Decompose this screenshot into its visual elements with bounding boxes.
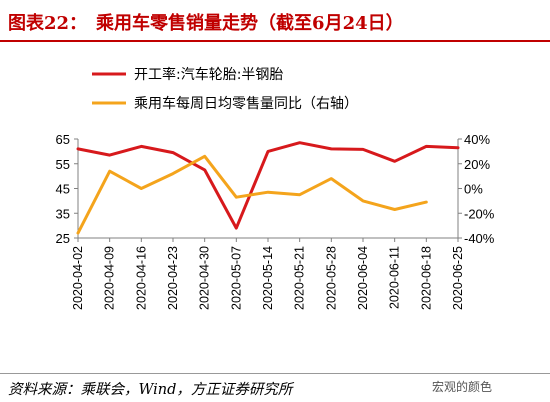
x-tick-label: 2020-05-07 — [229, 246, 243, 310]
y-right-tick-label: 0% — [464, 182, 483, 197]
x-tick-label: 2020-04-09 — [103, 246, 117, 310]
y-right-tick-label: -40% — [464, 231, 495, 246]
x-tick-label: 2020-04-16 — [134, 246, 148, 310]
y-left-tick-label: 25 — [56, 231, 70, 246]
x-tick-label: 2020-06-04 — [356, 246, 370, 310]
watermark: 宏观的颜色 — [432, 378, 492, 395]
x-tick-label: 2020-05-14 — [261, 246, 275, 310]
x-tick-label: 2020-06-18 — [419, 246, 433, 310]
y-right-tick-label: 20% — [464, 157, 490, 172]
y-left-tick-label: 65 — [56, 132, 70, 147]
footer: 资料来源：乘联会，Wind，方正证券研究所 宏观的颜色 — [0, 373, 550, 402]
x-tick-label: 2020-04-30 — [198, 246, 212, 310]
series-layer — [78, 143, 458, 233]
x-tick-label: 2020-04-23 — [166, 246, 180, 310]
y-left-tick-label: 45 — [56, 182, 70, 197]
axes: 25 35 45 55 65 -40% -20% 0% 20% 40% 2020-04-02 2020… — [56, 132, 495, 310]
x-tick-label: 2020-06-25 — [451, 246, 465, 310]
x-tick-label: 2020-04-02 — [71, 246, 85, 310]
y-left-tick-label: 55 — [56, 157, 70, 172]
legend-label-series-1: 开工率:汽车轮胎:半钢胎 — [134, 66, 283, 83]
line-chart: 开工率:汽车轮胎:半钢胎 乘用车每周日均零售量同比（右轴） 25 35 45 55 65… — [0, 0, 550, 372]
y-right-tick-label: 40% — [464, 132, 490, 147]
x-tick-label: 2020-06-11 — [388, 246, 402, 309]
legend: 开工率:汽车轮胎:半钢胎 乘用车每周日均零售量同比（右轴） — [92, 66, 358, 112]
x-tick-label: 2020-05-21 — [293, 246, 307, 310]
x-tick-label: 2020-05-28 — [324, 246, 338, 310]
y-left-tick-label: 35 — [56, 206, 70, 221]
legend-label-series-2: 乘用车每周日均零售量同比（右轴） — [134, 95, 358, 112]
series-line-2 — [78, 156, 426, 233]
y-right-tick-label: -20% — [464, 206, 495, 221]
source-note: 资料来源：乘联会，Wind，方正证券研究所 — [8, 378, 292, 399]
